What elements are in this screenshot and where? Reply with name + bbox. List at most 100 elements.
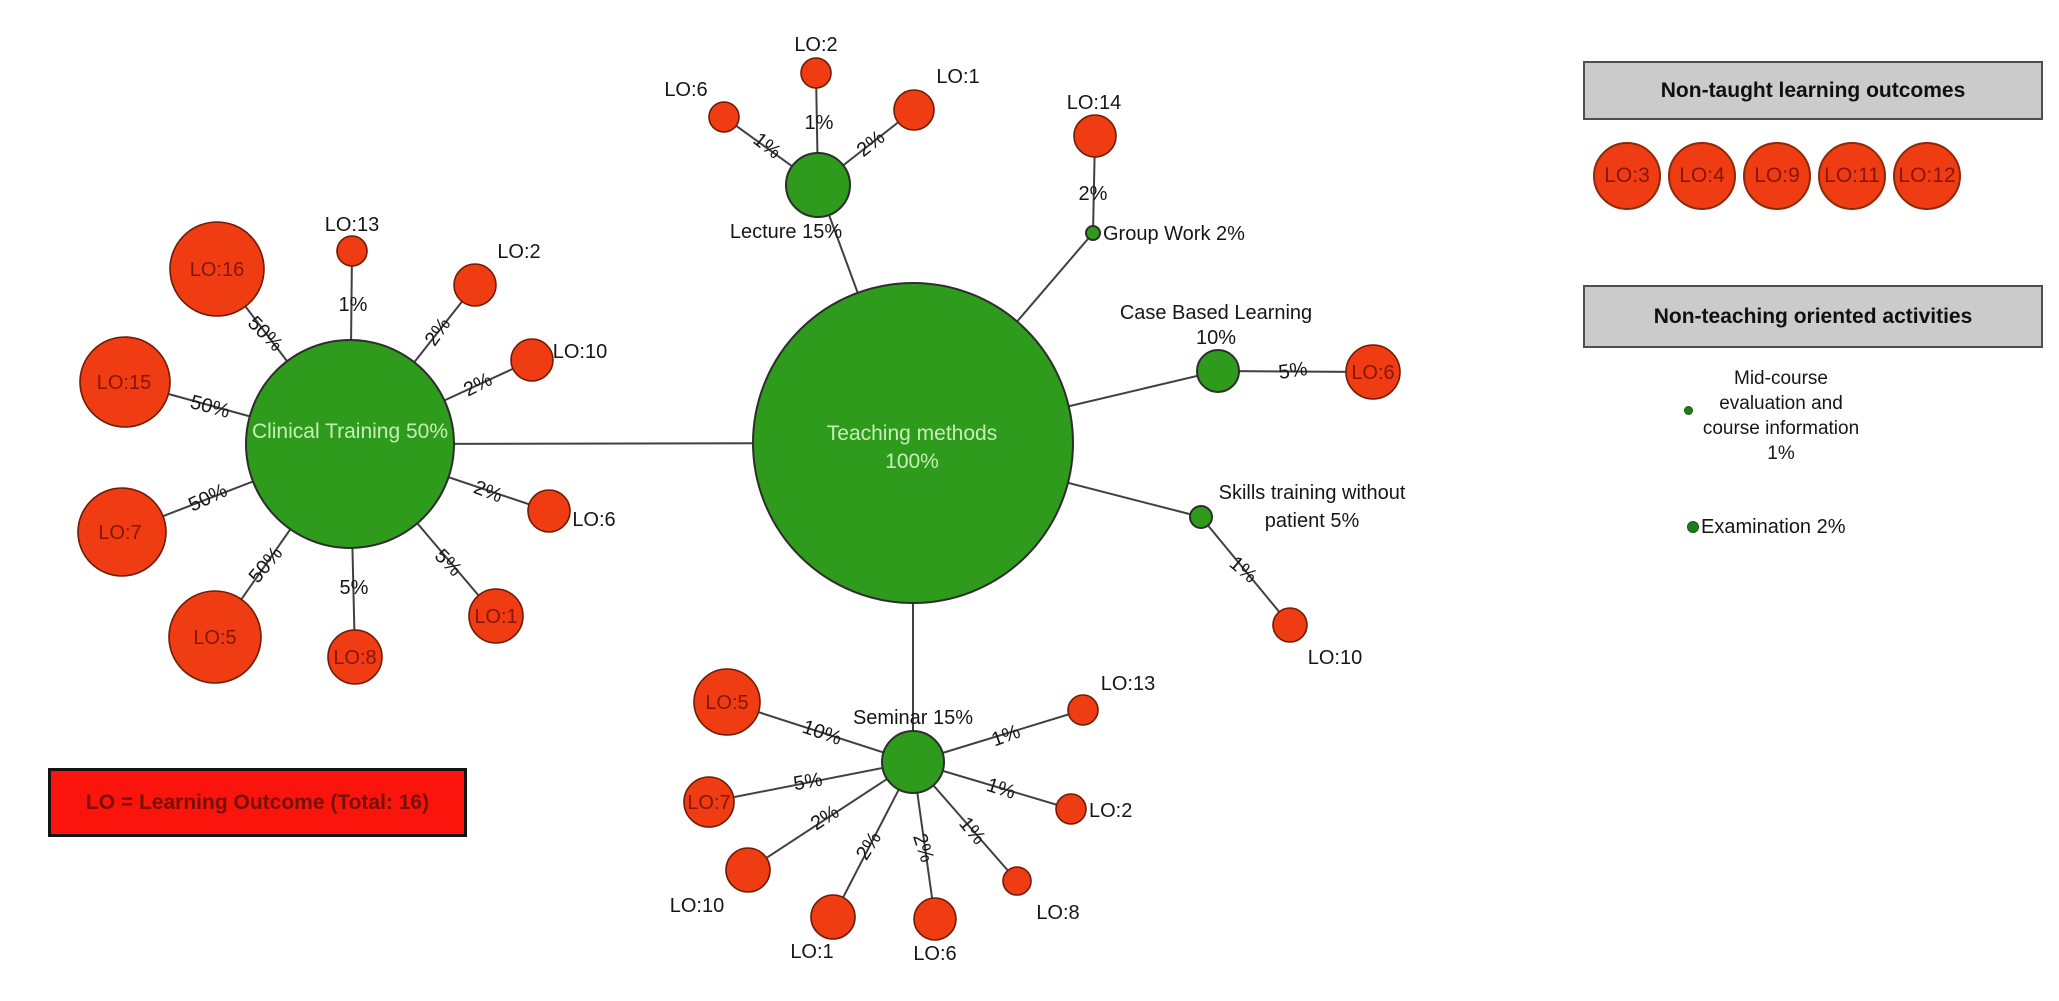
node-ct-circle (245, 339, 455, 549)
node-l2-circle (800, 57, 832, 89)
node-s8-label: LO:8 (1036, 902, 1079, 924)
midcourse-dot-icon (1684, 406, 1693, 415)
edge-ct-c16-label: 50% (243, 312, 287, 356)
edge-st-st10 (1200, 516, 1291, 626)
node-c16-circle (169, 221, 265, 317)
node-c7-label: LO:7 (98, 522, 141, 544)
edge-ct-c10-label: 2% (460, 369, 496, 402)
node-c7-circle (77, 487, 167, 577)
node-st10-circle (1272, 607, 1308, 643)
node-l1-circle (893, 89, 935, 131)
node-cbl-circle (1196, 349, 1240, 393)
node-c10-label: LO:10 (553, 341, 607, 363)
edge-ct-c13-label: 1% (339, 294, 368, 316)
legend-box: LO = Learning Outcome (Total: 16) (48, 768, 467, 837)
edge-sem-s5-label: 10% (799, 716, 844, 750)
edge-sem-s6-label: 2% (908, 831, 938, 865)
node-cb6-label: LO:6 (1351, 362, 1394, 384)
node-c15-circle (79, 336, 171, 428)
node-s8-circle (1002, 866, 1032, 896)
node-cb6-circle (1345, 344, 1401, 400)
legend-label: LO = Learning Outcome (Total: 16) (85, 790, 430, 814)
node-c5-circle (168, 590, 262, 684)
node-lec-circle (785, 152, 851, 218)
edge-ct-c5-label: 50% (245, 542, 288, 587)
edge-gw-gw14-label: 2% (1079, 183, 1108, 205)
node-c5-label: LO:5 (193, 627, 236, 649)
node-c1-circle (468, 588, 524, 644)
edge-sem-s10 (747, 761, 914, 871)
node-gw-label: Group Work 2% (1103, 223, 1245, 245)
node-c2-label: LO:2 (497, 241, 540, 263)
node-s6-label: LO:6 (913, 943, 956, 965)
non-taught-circle-lo9: LO:9 (1743, 142, 1811, 210)
edge-sem-s13-label: 1% (989, 721, 1024, 752)
node-s1-circle (810, 894, 856, 940)
node-s7-circle (683, 776, 735, 828)
non-taught-circle-label: LO:4 (1679, 164, 1725, 187)
edge-ct-c7-label: 50% (185, 479, 231, 516)
midcourse-activity-label: Mid-course evaluation and course informa… (1702, 368, 1860, 464)
non-taught-circle-lo11: LO:11 (1818, 142, 1886, 210)
non-taught-circle-label: LO:9 (1754, 164, 1800, 187)
node-sem-circle (881, 730, 945, 794)
non-taught-header: Non-taught learning outcomes (1583, 61, 2043, 120)
node-l2-label: LO:2 (794, 34, 837, 56)
node-c1-label: LO:1 (474, 606, 517, 628)
node-gw14-circle (1073, 114, 1117, 158)
non-taught-circles-row: LO:3 LO:4 LO:9 LO:11 LO:12 (1593, 142, 1961, 210)
node-c8-circle (327, 629, 383, 685)
node-s10-label: LO:10 (670, 895, 724, 917)
node-s5-circle (693, 668, 761, 736)
examination-activity-label: Examination 2% (1701, 516, 1846, 538)
non-teaching-header-label: Non-teaching oriented activities (1653, 304, 1973, 328)
node-c10-circle (510, 338, 554, 382)
examination-dot-icon (1687, 521, 1699, 533)
edge-sem-s10-label: 2% (807, 801, 843, 835)
non-taught-header-label: Non-taught learning outcomes (1660, 78, 1966, 102)
non-taught-circle-label: LO:12 (1898, 164, 1956, 187)
node-tm-circle (752, 282, 1074, 604)
non-taught-circle-lo3: LO:3 (1593, 142, 1661, 210)
node-l6-label: LO:6 (664, 79, 707, 101)
node-gw-circle (1085, 225, 1101, 241)
edge-ct-c6-label: 2% (471, 477, 506, 508)
node-s10-circle (725, 847, 771, 893)
edge-sem-s2-label: 1% (984, 774, 1018, 804)
node-s13-circle (1067, 694, 1099, 726)
node-c6-circle (527, 489, 571, 533)
edge-sem-s7 (708, 761, 914, 803)
node-cbl-label: Case Based Learning 10% (1120, 302, 1312, 349)
node-gw14-label: LO:14 (1067, 92, 1121, 114)
non-teaching-header: Non-teaching oriented activities (1583, 285, 2043, 348)
node-s2-label: LO:2 (1089, 800, 1132, 822)
non-taught-circle-lo12: LO:12 (1893, 142, 1961, 210)
non-taught-circle-label: LO:11 (1824, 164, 1880, 187)
node-s2-circle (1055, 793, 1087, 825)
edge-ct-c15-label: 50% (188, 391, 233, 423)
node-tm-label: Teaching methods 100% (827, 422, 997, 473)
node-l6-circle (708, 101, 740, 133)
edge-lec-l2-label: 1% (805, 112, 834, 134)
node-lec-label: Lecture 15% (730, 221, 843, 243)
node-s7-label: LO:7 (687, 792, 730, 814)
node-l1-label: LO:1 (936, 66, 979, 88)
node-c8-label: LO:8 (333, 647, 376, 669)
node-st10-label: LO:10 (1308, 647, 1362, 669)
node-s1-label: LO:1 (790, 941, 833, 963)
node-c2-circle (453, 263, 497, 307)
node-ct-label: Clinical Training 50% (252, 420, 448, 443)
node-c13-circle (336, 235, 368, 267)
non-taught-circle-lo4: LO:4 (1668, 142, 1736, 210)
node-c13-label: LO:13 (325, 214, 379, 236)
edge-ct-c2-label: 2% (421, 314, 456, 350)
edge-ct-c8-label: 5% (340, 577, 369, 599)
node-sem-label: Seminar 15% (853, 707, 973, 729)
edge-cbl-cb6-label: 5% (1277, 358, 1309, 384)
edge-sem-s1-label: 2% (852, 828, 886, 864)
node-c6-label: LO:6 (572, 509, 615, 531)
edge-sem-s7-label: 5% (792, 769, 825, 796)
edge-lec-l1-label: 2% (853, 126, 889, 161)
